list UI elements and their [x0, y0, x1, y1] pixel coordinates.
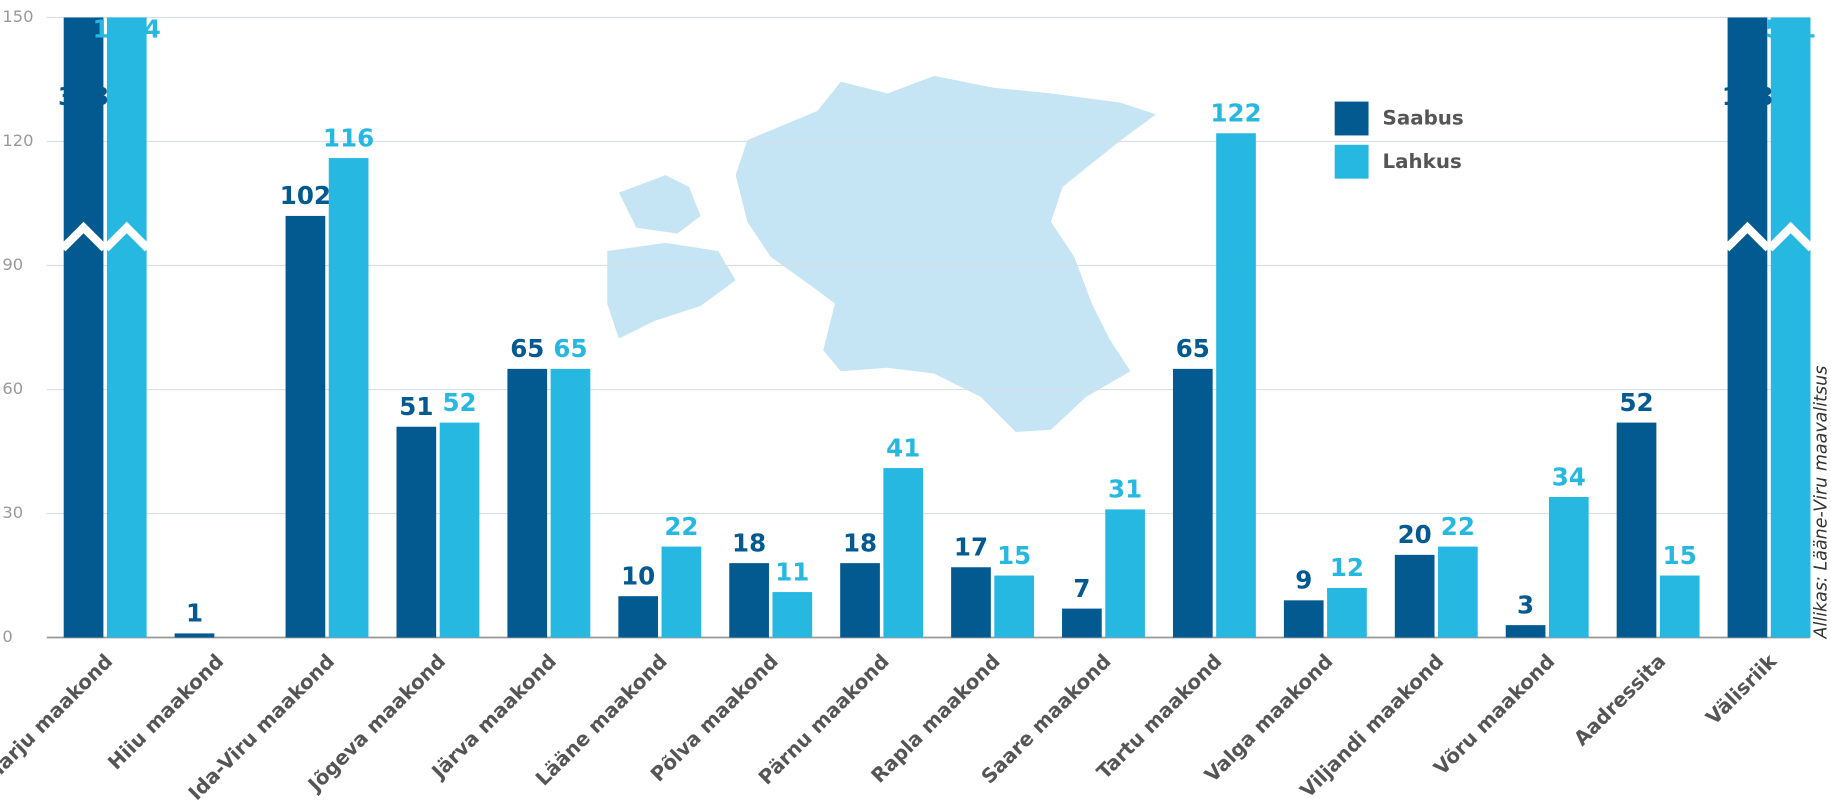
value-label: 34 — [1552, 462, 1586, 491]
bar — [1283, 600, 1324, 638]
bar — [63, 17, 104, 638]
bar — [1062, 608, 1102, 638]
value-label: 12 — [1330, 553, 1364, 582]
bar — [883, 468, 924, 638]
y-tick-label: 60 — [2, 379, 23, 398]
value-label: 65 — [553, 334, 587, 363]
map-estonia — [607, 75, 1157, 433]
bar — [106, 17, 147, 638]
axis-break — [102, 221, 151, 252]
value-label: 31 — [1108, 475, 1142, 504]
bar — [1505, 625, 1546, 638]
value-label: 41 — [886, 433, 920, 462]
x-tick-label: Välisriik — [1702, 649, 1782, 729]
y-tick-label: 150 — [2, 7, 33, 26]
value-label: 383 — [58, 82, 109, 111]
axis-break — [1723, 221, 1772, 252]
legend-swatch — [1334, 144, 1369, 179]
value-label: 20 — [1398, 520, 1432, 549]
bar — [550, 368, 591, 638]
value-label: 15 — [997, 541, 1031, 570]
value-label: 501 — [1765, 14, 1816, 43]
axis-break — [59, 221, 108, 252]
value-label: 9 — [1295, 566, 1312, 595]
value-label: 1274 — [93, 14, 161, 43]
value-label: 18 — [732, 528, 766, 557]
bar — [1172, 368, 1213, 638]
bar — [772, 592, 813, 638]
value-label: 122 — [1210, 99, 1261, 128]
y-tick-label: 90 — [2, 255, 23, 274]
bar — [174, 633, 215, 638]
y-tick-label: 120 — [2, 131, 33, 150]
value-label: 51 — [399, 392, 433, 421]
bars — [63, 17, 1811, 638]
value-label: 102 — [280, 181, 331, 210]
x-tick-label: Harju maakond — [0, 650, 117, 786]
bar — [328, 158, 369, 638]
bar — [1394, 554, 1435, 638]
y-tick-label: 30 — [2, 503, 23, 522]
value-label: 52 — [442, 388, 476, 417]
value-label: 3 — [1517, 590, 1534, 619]
value-label: 168 — [1722, 82, 1773, 111]
x-tick-label: Hiiu maakond — [104, 650, 229, 775]
y-tick-label: 0 — [2, 627, 12, 646]
value-label: 15 — [1663, 541, 1697, 570]
bar — [507, 368, 548, 638]
value-label: 10 — [621, 562, 655, 591]
value-label: 116 — [323, 123, 374, 152]
value-label: 7 — [1073, 574, 1090, 603]
bar — [729, 563, 769, 638]
bar — [618, 596, 659, 638]
value-label: 18 — [843, 528, 877, 557]
bar — [994, 575, 1035, 638]
bar — [1727, 17, 1768, 638]
value-label: 65 — [510, 334, 544, 363]
bar — [1216, 133, 1256, 638]
bar — [1548, 496, 1589, 638]
bar — [1438, 546, 1478, 638]
source: Allikas: Lääne-Viru maavalitsus — [1812, 366, 1831, 640]
value-label: 52 — [1619, 388, 1653, 417]
bar — [1659, 575, 1700, 638]
bar — [661, 546, 702, 638]
value-label: 22 — [664, 512, 698, 541]
value-label: 1 — [186, 599, 203, 628]
bar — [1105, 509, 1145, 638]
bar — [1616, 422, 1657, 638]
axis-break — [1766, 221, 1815, 252]
value-label: 17 — [954, 533, 988, 562]
bar — [840, 563, 880, 638]
value-label: 65 — [1176, 334, 1210, 363]
legend-swatch — [1334, 101, 1369, 136]
bar — [396, 426, 437, 638]
bar — [439, 422, 480, 638]
legend-label: Saabus — [1383, 107, 1464, 130]
bar — [1770, 17, 1811, 638]
bar — [951, 567, 991, 638]
bar — [285, 215, 326, 638]
legend-label: Lahkus — [1383, 150, 1462, 173]
value-label: 11 — [775, 557, 809, 586]
x-tick-label: Aadressita — [1570, 650, 1671, 751]
bar — [1327, 587, 1367, 638]
value-label: 22 — [1441, 512, 1475, 541]
x-tick-label: Võru maakond — [1429, 650, 1559, 780]
